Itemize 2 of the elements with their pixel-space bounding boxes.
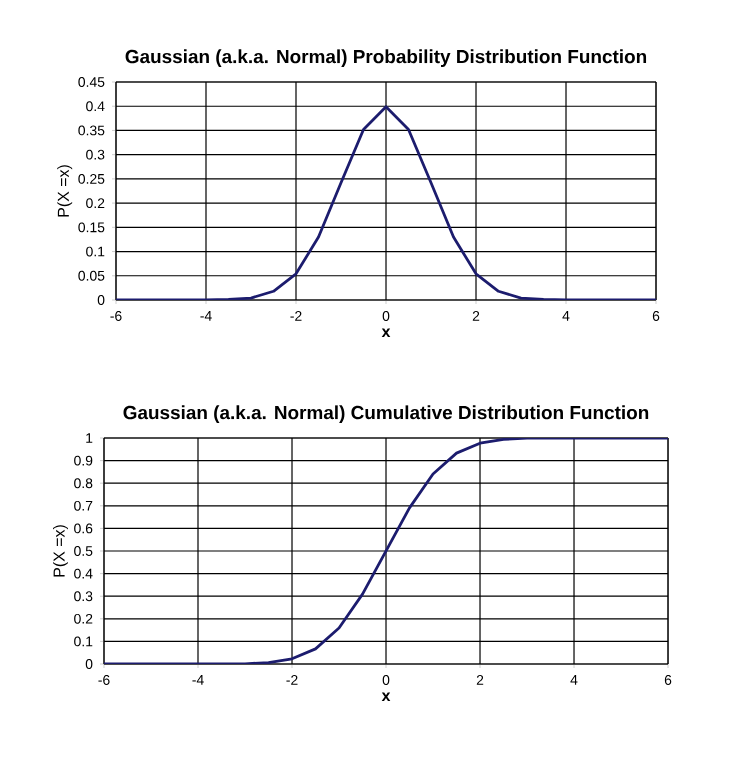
chart-title: Gaussian (a.k.a. Normal) Probability Distribution Function (125, 49, 647, 68)
chart-title: Gaussian (a.k.a. Normal) Cumulative Distribution Function (123, 405, 649, 424)
